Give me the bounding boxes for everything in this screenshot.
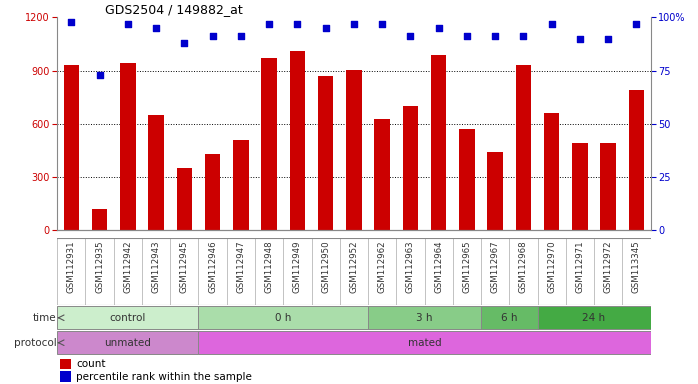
Bar — [481, 306, 537, 329]
Text: 24 h: 24 h — [582, 313, 606, 323]
Text: GSM112962: GSM112962 — [378, 240, 387, 293]
Text: GSM112963: GSM112963 — [406, 240, 415, 293]
Point — [179, 40, 190, 46]
Text: GSM112948: GSM112948 — [265, 240, 274, 293]
Text: GSM112942: GSM112942 — [124, 240, 133, 293]
Point — [405, 33, 416, 40]
Bar — [92, 209, 107, 230]
Text: GSM112952: GSM112952 — [350, 240, 358, 293]
Point — [602, 36, 614, 42]
Text: GSM112949: GSM112949 — [293, 240, 302, 293]
Text: GSM112931: GSM112931 — [67, 240, 76, 293]
Text: GSM112970: GSM112970 — [547, 240, 556, 293]
Text: GSM112943: GSM112943 — [151, 240, 161, 293]
Point — [574, 36, 586, 42]
Bar — [487, 152, 503, 230]
Bar — [233, 140, 248, 230]
Bar — [57, 306, 198, 329]
Bar — [198, 331, 651, 354]
Text: control: control — [110, 313, 146, 323]
Text: GSM113345: GSM113345 — [632, 240, 641, 293]
Text: GSM112972: GSM112972 — [604, 240, 613, 293]
Text: count: count — [76, 359, 105, 369]
Bar — [60, 359, 71, 369]
Text: GSM112935: GSM112935 — [95, 240, 104, 293]
Text: GSM112945: GSM112945 — [180, 240, 189, 293]
Text: unmated: unmated — [105, 338, 151, 348]
Bar — [261, 58, 277, 230]
Text: time: time — [33, 313, 57, 323]
Text: GSM112946: GSM112946 — [208, 240, 217, 293]
Point — [631, 21, 642, 27]
Bar — [177, 168, 192, 230]
Text: 3 h: 3 h — [416, 313, 433, 323]
Bar — [149, 115, 164, 230]
Bar — [290, 51, 305, 230]
Bar — [60, 371, 71, 382]
Bar — [629, 90, 644, 230]
Bar — [572, 143, 588, 230]
Bar — [537, 306, 651, 329]
Point — [122, 21, 133, 27]
Text: GDS2504 / 149882_at: GDS2504 / 149882_at — [105, 3, 242, 16]
Text: GSM112950: GSM112950 — [321, 240, 330, 293]
Point — [94, 72, 105, 78]
Point — [235, 33, 246, 40]
Bar — [600, 143, 616, 230]
Text: GSM112971: GSM112971 — [575, 240, 584, 293]
Bar — [346, 70, 362, 230]
Text: GSM112968: GSM112968 — [519, 240, 528, 293]
Text: GSM112965: GSM112965 — [462, 240, 471, 293]
Text: percentile rank within the sample: percentile rank within the sample — [76, 371, 252, 382]
Text: GSM112964: GSM112964 — [434, 240, 443, 293]
Point — [151, 25, 162, 31]
Bar — [64, 65, 79, 230]
Bar — [120, 63, 135, 230]
Text: GSM112947: GSM112947 — [237, 240, 246, 293]
Point — [376, 21, 387, 27]
Point — [207, 33, 218, 40]
Point — [320, 25, 332, 31]
Point — [348, 21, 359, 27]
Bar — [431, 55, 447, 230]
Point — [433, 25, 444, 31]
Point — [546, 21, 557, 27]
Bar — [459, 129, 475, 230]
Text: 6 h: 6 h — [501, 313, 517, 323]
Text: GSM112967: GSM112967 — [491, 240, 500, 293]
Bar — [516, 65, 531, 230]
Bar — [374, 119, 390, 230]
Point — [461, 33, 473, 40]
Bar — [544, 113, 559, 230]
Bar — [403, 106, 418, 230]
Text: 0 h: 0 h — [275, 313, 292, 323]
Point — [264, 21, 275, 27]
Point — [518, 33, 529, 40]
Bar — [57, 331, 198, 354]
Text: protocol: protocol — [14, 338, 57, 348]
Point — [66, 18, 77, 25]
Bar — [205, 154, 221, 230]
Point — [489, 33, 500, 40]
Text: mated: mated — [408, 338, 441, 348]
Bar — [318, 76, 334, 230]
Bar — [198, 306, 368, 329]
Point — [292, 21, 303, 27]
Bar — [368, 306, 481, 329]
